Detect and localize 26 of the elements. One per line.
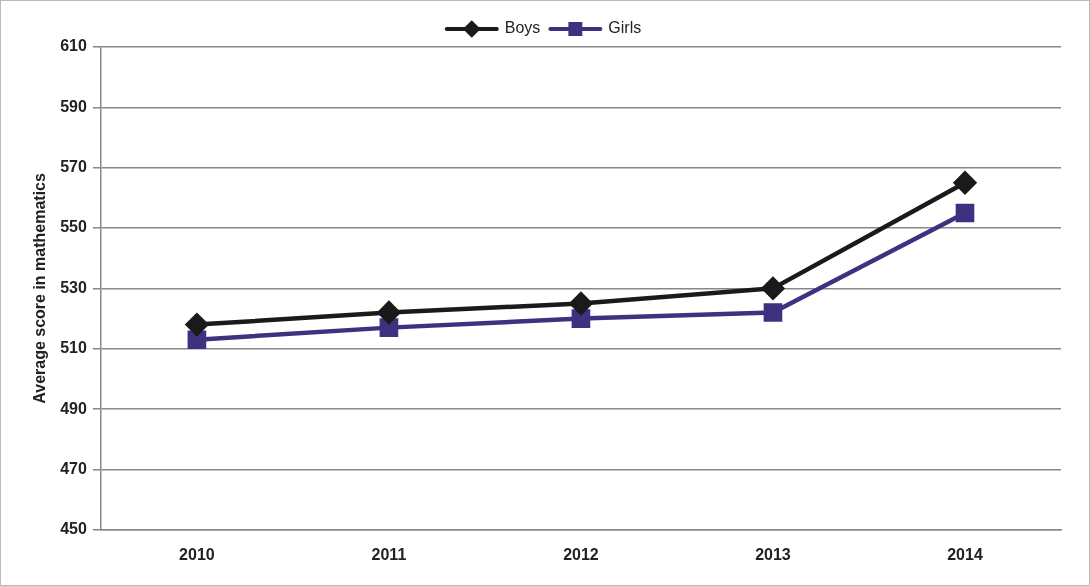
y-tick-label: 450 [60, 520, 87, 538]
point [377, 301, 401, 324]
point [185, 313, 209, 336]
y-tick-label: 590 [60, 97, 87, 115]
point [187, 330, 207, 350]
point [955, 203, 975, 223]
y-tick-label: 510 [60, 339, 87, 357]
x-tick-label: 2013 [755, 545, 791, 563]
legend-label: Boys [504, 19, 541, 37]
point [763, 303, 783, 322]
y-axis-title: Average score in mathematics [31, 172, 49, 404]
y-tick-label: 530 [60, 278, 87, 296]
point [569, 292, 593, 315]
y-tick-label: 470 [60, 459, 87, 477]
x-tick-label: 2014 [947, 545, 983, 563]
x-tick-label: 2012 [563, 545, 599, 563]
y-tick-label: 490 [60, 399, 87, 417]
x-tick-label: 2010 [179, 545, 215, 563]
point [953, 171, 977, 195]
legend-label: Girls [608, 19, 642, 37]
point [379, 318, 399, 337]
y-tick-label: 610 [60, 37, 87, 55]
point [761, 277, 785, 300]
x-tick-label: 2011 [371, 545, 407, 563]
y-tick-label: 570 [60, 158, 87, 176]
y-tick-label: 550 [60, 218, 87, 236]
